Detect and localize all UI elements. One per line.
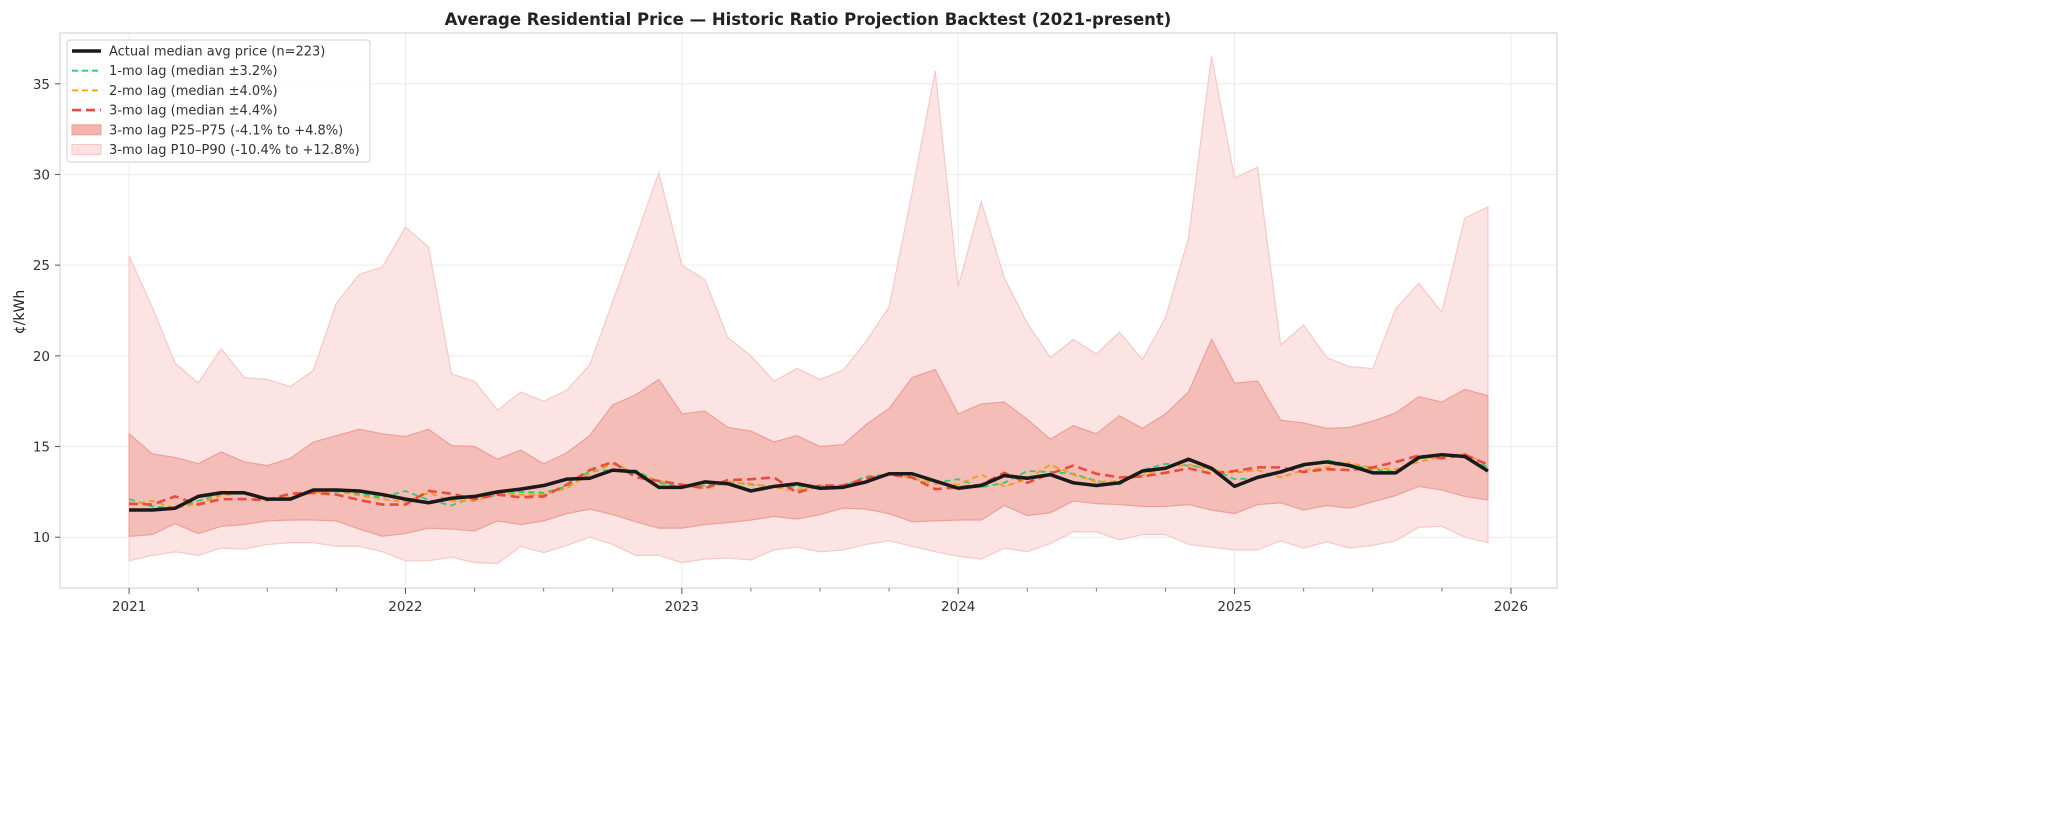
series-line <box>128 452 1489 510</box>
x-tick-label: 2024 <box>941 599 975 615</box>
chart-title: Average Residential Price — Historic Rat… <box>445 10 1172 29</box>
legend-swatch <box>71 124 102 136</box>
series-line <box>129 452 1489 512</box>
legend-swatch <box>71 144 102 155</box>
x-tick-label: 2026 <box>1494 599 1528 615</box>
x-tick-label: 2022 <box>388 599 422 615</box>
bands <box>128 56 1489 565</box>
legend-label: 3-mo lag P10–P90 (-10.4% to +12.8%) <box>109 143 360 158</box>
legend-label: Actual median avg price (n=223) <box>109 45 325 60</box>
legend-box <box>66 39 371 163</box>
legend-label: 2-mo lag (median ±4.0%) <box>109 84 278 99</box>
series-lines <box>128 452 1489 512</box>
y-tick-label: 25 <box>33 258 50 274</box>
legend-label: 3-mo lag (median ±4.4%) <box>109 104 278 119</box>
y-tick-label: 15 <box>33 440 50 456</box>
legend-label: 1-mo lag (median ±3.2%) <box>109 64 278 79</box>
legend: Actual median avg price (n=223) 1-mo lag … <box>66 39 371 163</box>
series-line <box>129 453 1489 506</box>
y-tick-label: 20 <box>33 349 50 365</box>
x-tick-label: 2025 <box>1217 599 1251 615</box>
y-tick-label: 10 <box>33 530 50 546</box>
legend-label: 3-mo lag P25–P75 (-4.1% to +4.8%) <box>109 123 343 138</box>
plot-frame <box>59 32 1558 589</box>
y-tick-label: 30 <box>33 167 50 183</box>
x-tick-label: 2023 <box>665 599 699 615</box>
y-axis-label: ¢/kWh <box>12 290 28 334</box>
y-tick-label: 35 <box>33 77 50 93</box>
band-area <box>128 338 1489 537</box>
x-tick-label: 2021 <box>112 599 146 615</box>
